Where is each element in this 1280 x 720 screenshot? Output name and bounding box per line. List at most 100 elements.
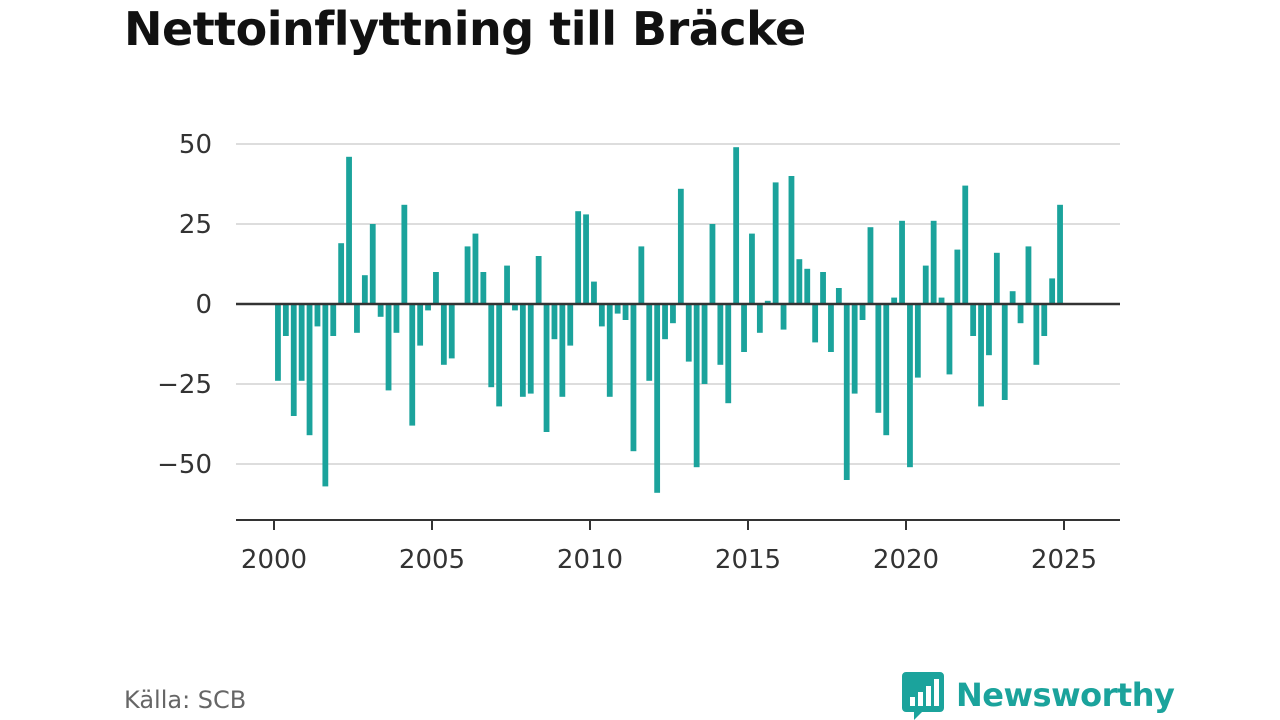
bar <box>464 246 471 304</box>
bar <box>1033 304 1040 365</box>
bar <box>922 265 929 304</box>
bar <box>480 272 487 304</box>
bar <box>559 304 566 397</box>
bar <box>275 304 281 381</box>
bar <box>962 185 969 304</box>
bar <box>978 304 984 407</box>
bar <box>685 304 692 362</box>
bar <box>298 304 305 381</box>
bar <box>701 304 708 384</box>
bar <box>670 304 676 324</box>
bar <box>788 176 795 304</box>
bar <box>733 147 740 304</box>
bar <box>504 265 510 304</box>
bar <box>993 252 1000 304</box>
bar <box>946 304 953 375</box>
bar <box>717 304 724 365</box>
x-tick-label: 2015 <box>715 545 781 575</box>
bar <box>938 297 945 304</box>
bar <box>986 304 992 356</box>
bar <box>282 304 289 336</box>
y-tick-label: −25 <box>157 370 212 400</box>
bar <box>377 304 384 317</box>
x-tick-label: 2000 <box>241 545 307 575</box>
bar <box>1057 204 1063 304</box>
bar <box>851 304 858 394</box>
bar-chart-logo-icon <box>902 672 944 720</box>
bar <box>417 304 424 346</box>
bar <box>472 233 479 304</box>
y-tick-label: 0 <box>195 290 212 320</box>
bar <box>290 304 297 416</box>
bar <box>638 246 645 304</box>
bar <box>907 304 913 468</box>
bar <box>970 304 977 336</box>
bar <box>828 304 834 352</box>
bar <box>654 304 661 493</box>
bar <box>614 304 621 314</box>
y-tick-label: 25 <box>179 210 212 240</box>
bar-chart: 50 25 0 −25 −50 2000 2005 2010 2015 2020 2025 <box>157 130 1120 575</box>
y-tick-label: 50 <box>179 130 212 160</box>
bar <box>1001 304 1008 400</box>
bar <box>930 220 937 304</box>
bar <box>883 304 890 436</box>
bar <box>583 214 589 304</box>
x-tick-label: 2005 <box>399 545 465 575</box>
y-tick-label: −50 <box>157 450 212 480</box>
bar <box>812 304 819 343</box>
bar <box>496 304 503 407</box>
bar <box>1049 278 1056 304</box>
bar <box>954 249 961 304</box>
bar <box>764 300 771 304</box>
bar <box>433 272 439 304</box>
brand-logo[interactable]: Newsworthy <box>902 670 1175 720</box>
bar <box>543 304 550 432</box>
bar <box>1009 291 1016 304</box>
bar <box>440 304 447 365</box>
bar <box>741 304 747 352</box>
bar <box>780 304 787 330</box>
bar <box>914 304 921 378</box>
brand-name: Newsworthy <box>956 676 1175 714</box>
bar <box>409 304 416 426</box>
bar <box>899 220 905 304</box>
bar <box>662 304 668 340</box>
bar <box>1025 246 1032 304</box>
bar <box>820 272 826 304</box>
bar <box>693 304 700 468</box>
bar <box>725 304 732 404</box>
bar <box>796 259 803 304</box>
bar <box>338 243 345 304</box>
bar <box>622 304 629 320</box>
bar <box>448 304 455 359</box>
bar <box>361 275 368 304</box>
bar <box>512 304 518 311</box>
bar <box>875 304 882 413</box>
bar <box>346 156 352 304</box>
bar <box>535 256 542 304</box>
bar <box>385 304 392 391</box>
bar <box>772 182 779 304</box>
bar <box>322 304 329 487</box>
bar <box>598 304 605 327</box>
source-note: Källa: SCB <box>124 686 247 714</box>
x-tick-label: 2010 <box>557 545 623 575</box>
x-axis-ticks: 2000 2005 2010 2015 2020 2025 <box>241 520 1097 575</box>
bar <box>709 224 716 304</box>
bar <box>519 304 526 397</box>
bar <box>835 288 842 304</box>
bar <box>567 304 574 346</box>
bar <box>314 304 321 327</box>
bar <box>646 304 653 381</box>
bar <box>891 297 898 304</box>
bar <box>425 304 431 311</box>
bar <box>804 268 811 304</box>
bar <box>488 304 495 388</box>
bar <box>843 304 850 480</box>
bar <box>551 304 558 340</box>
y-axis-ticks: 50 25 0 −25 −50 <box>157 130 212 480</box>
bar <box>606 304 613 397</box>
bar <box>575 211 582 304</box>
x-tick-label: 2025 <box>1031 545 1097 575</box>
